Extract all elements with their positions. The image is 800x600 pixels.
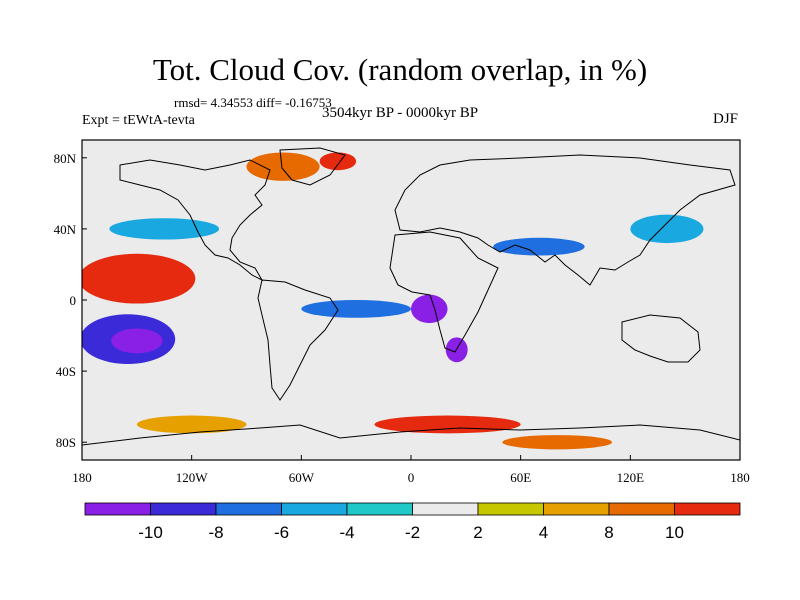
anomaly-region-11: [319, 152, 357, 171]
experiment-label: Expt = tEWtA-tevta: [82, 113, 195, 128]
map-title: Tot. Cloud Cov. (random overlap, in %): [152, 52, 648, 87]
y-tick-label-0: 80N: [54, 151, 77, 166]
anomaly-region-4: [109, 218, 220, 240]
antarctica-coast: [82, 424, 740, 446]
period-label: 3504kyr BP - 0000kyr BP: [322, 105, 479, 121]
colorbar-swatch-2: [215, 502, 282, 516]
anomaly-region-6: [411, 294, 448, 324]
y-tick-label-3: 40S: [56, 364, 76, 379]
colorbar-swatch-4: [346, 502, 413, 516]
africa-coast: [389, 231, 499, 353]
colorbar-swatch-3: [281, 502, 348, 516]
colorbar-swatch-5: [412, 502, 479, 516]
anomaly-region-9: [630, 214, 704, 244]
anomaly-regions: [82, 152, 704, 450]
colorbar-swatch-6: [477, 502, 544, 516]
map-background: [82, 140, 740, 460]
anomaly-region-8: [493, 237, 585, 256]
colorbar-swatch-0: [84, 502, 151, 516]
eurasia-coast: [394, 154, 736, 286]
x-axis: 180 120W 60W 0 60E 120E 180: [72, 455, 750, 485]
anomaly-region-10: [246, 152, 320, 181]
anomaly-region-14: [136, 415, 247, 434]
colorbar-swatch-1: [150, 502, 217, 516]
x-tick-label-1: 120W: [176, 470, 209, 485]
y-tick-label-4: 80S: [56, 435, 76, 450]
x-tick-label-5: 120E: [617, 470, 645, 485]
colorbar-swatch-7: [543, 502, 610, 516]
y-tick-label-2: 0: [70, 293, 77, 308]
australia-coast: [621, 314, 701, 363]
colorbar-label-6: 4: [539, 523, 548, 542]
north-america-coast: [119, 159, 271, 282]
x-tick-label-3: 0: [408, 470, 415, 485]
colorbar-label-5: 2: [473, 523, 482, 542]
x-tick-label-0: 180: [72, 470, 92, 485]
south-america-coast: [257, 279, 339, 401]
stats-text: rmsd= 4.34553 diff= -0.16753: [174, 95, 332, 110]
y-tick-label-1: 40N: [54, 222, 77, 237]
anomaly-region-12: [374, 415, 521, 434]
anomaly-region-5: [301, 300, 411, 318]
anomaly-region-1: [113, 268, 179, 297]
season-label: DJF: [712, 111, 738, 127]
coastlines: [82, 147, 740, 446]
x-tick-label-4: 60E: [510, 470, 531, 485]
colorbar-swatch-9: [674, 502, 741, 516]
anomaly-region-13: [502, 435, 613, 450]
colorbar-label-3: -4: [339, 523, 354, 542]
greenland-coast: [279, 147, 346, 186]
colorbar-label-4: -2: [405, 523, 420, 542]
colorbar-label-1: -8: [208, 523, 223, 542]
y-axis: 80N 40N 0 40S 80S: [54, 151, 87, 450]
colorbar-label-2: -6: [274, 523, 289, 542]
colorbar-swatch-8: [608, 502, 675, 516]
colorbar-label-8: 10: [665, 523, 684, 542]
anomaly-region-3: [111, 328, 163, 354]
x-tick-label-2: 60W: [289, 470, 315, 485]
x-tick-label-6: 180: [730, 470, 750, 485]
colorbar: -10 -8 -6 -4 -2 2 4 8 10: [84, 502, 741, 542]
colorbar-label-7: 8: [604, 523, 613, 542]
colorbar-label-0: -10: [138, 523, 163, 542]
